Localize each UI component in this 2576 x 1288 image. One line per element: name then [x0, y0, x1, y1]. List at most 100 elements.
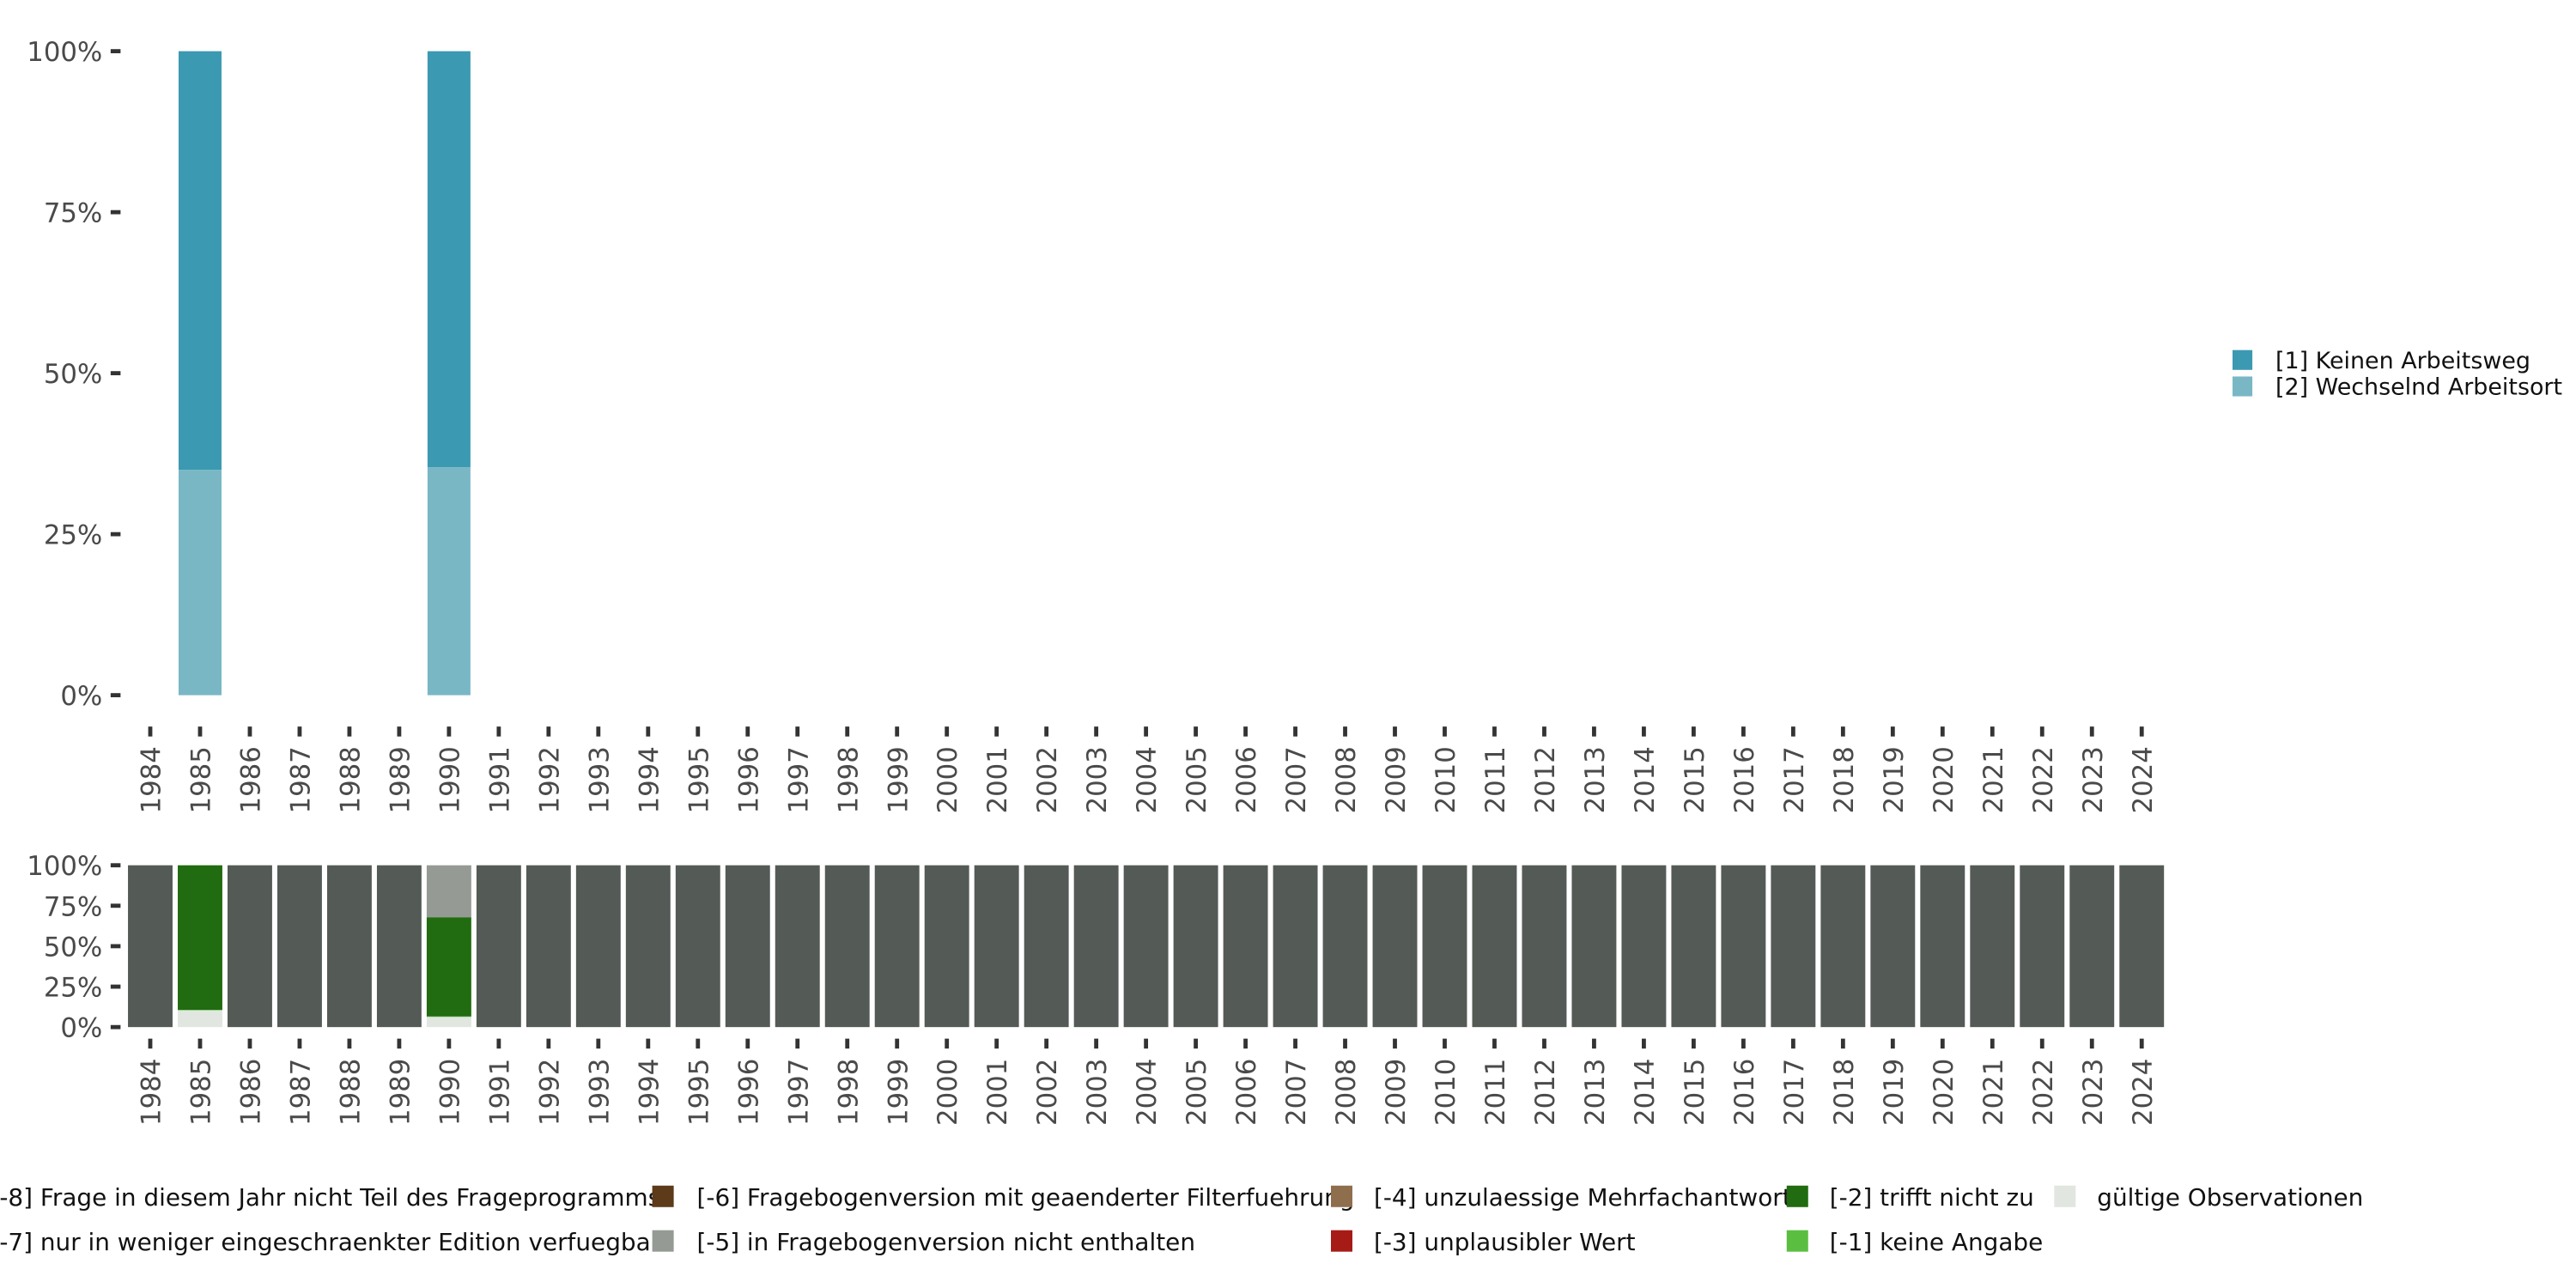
bar-segment-1986 — [228, 865, 272, 1028]
x-tick-label: 2006 — [1231, 1059, 1262, 1126]
bar-segment-2008 — [1322, 865, 1368, 1028]
x-tick-label: 1992 — [534, 746, 565, 813]
x-tick-label: 2023 — [2078, 746, 2109, 813]
y-tick-label: 0% — [60, 1013, 102, 1044]
bar-segment-1991 — [476, 865, 521, 1028]
bottom-chart: 0% 25% 50% 75% 100% 1984 1985 1986 1987 1988 1989 1… — [27, 851, 2165, 1126]
bar-segment-1996 — [725, 865, 770, 1028]
bar-segment-1993 — [575, 865, 621, 1028]
legend-label: [-8] Frage in diesem Jahr nicht Teil des… — [0, 1183, 660, 1212]
legend-label: [-5] in Fragebogenversion nicht enthalte… — [697, 1228, 1195, 1256]
x-tick-label: 1988 — [335, 746, 366, 813]
x-tick-label: 1986 — [236, 1059, 267, 1126]
x-tick-label: 1994 — [634, 746, 665, 813]
x-tick-label: 2016 — [1729, 1059, 1760, 1126]
x-tick-label: 2005 — [1182, 746, 1212, 813]
bar-segment-1990 — [426, 1016, 471, 1018]
x-tick-label: 1992 — [534, 1059, 565, 1126]
x-tick-label: 2023 — [2078, 1059, 2109, 1126]
legend-key — [1786, 1185, 1808, 1207]
legend-key — [652, 1185, 674, 1207]
x-tick-label: 2003 — [1082, 746, 1113, 813]
legend-label: [-3] unplausibler Wert — [1374, 1228, 1636, 1256]
bar-segment-1985 — [178, 1010, 222, 1028]
legend-label: [-1] keine Angabe — [1830, 1228, 2043, 1256]
bar-segment-1990 — [426, 1017, 471, 1028]
bar-segment-1990 — [426, 865, 471, 918]
x-tick-label: 2002 — [1032, 746, 1063, 813]
bar-segment-1997 — [775, 865, 820, 1028]
bar-segment-2022 — [2020, 865, 2065, 1028]
x-tick-label: 2018 — [1829, 1059, 1860, 1126]
bar-segment-1984 — [128, 865, 173, 1028]
x-tick-label: 1989 — [385, 746, 416, 813]
bottom-legend: [-8] Frage in diesem Jahr nicht Teil des… — [0, 1183, 2363, 1256]
x-tick-label: 2014 — [1630, 746, 1661, 813]
x-tick-label: 1984 — [137, 746, 167, 813]
x-tick-label: 1987 — [285, 1059, 316, 1126]
y-tick-label: 75% — [44, 198, 102, 229]
x-tick-label: 2013 — [1580, 746, 1611, 813]
bar-segment-2011 — [1472, 865, 1517, 1028]
x-tick-label: 2012 — [1530, 746, 1561, 813]
x-tick-label: 1994 — [634, 1059, 665, 1126]
bar-segment-2013 — [1571, 865, 1617, 1028]
bar-segment-2005 — [1173, 865, 1218, 1028]
x-tick-label: 1986 — [236, 746, 267, 813]
bar-segment-1985 — [178, 865, 222, 1010]
bar-segment-2015 — [1671, 865, 1716, 1028]
x-tick-label: 2015 — [1680, 1059, 1710, 1126]
bar-segment-1990 — [427, 467, 471, 696]
x-tick-label: 1998 — [833, 1059, 864, 1126]
bar-segment-1985 — [178, 51, 222, 471]
x-tick-label: 2008 — [1331, 746, 1362, 813]
x-tick-label: 2022 — [2028, 746, 2059, 813]
x-tick-label: 2006 — [1231, 746, 1262, 813]
x-tick-label: 2013 — [1580, 1059, 1611, 1126]
x-tick-label: 1995 — [683, 1059, 714, 1126]
bar-segment-1998 — [824, 865, 870, 1028]
bar-segment-1999 — [874, 865, 920, 1028]
y-tick-label: 0% — [60, 681, 102, 712]
x-tick-label: 1990 — [434, 746, 465, 813]
y-tick-label: 25% — [44, 520, 102, 551]
x-tick-label: 2005 — [1182, 1059, 1212, 1126]
x-tick-label: 1999 — [883, 746, 914, 813]
x-tick-label: 2004 — [1132, 1059, 1163, 1126]
x-tick-label: 1996 — [733, 1059, 764, 1126]
top-legend: [1] Keinen Arbeitsweg[2] Wechselnd Arbei… — [2233, 348, 2562, 401]
bar-segment-1985 — [178, 1009, 222, 1011]
bar-segment-2024 — [2119, 865, 2165, 1028]
x-tick-label: 2014 — [1630, 1059, 1661, 1126]
bar-segment-2020 — [1920, 865, 1965, 1028]
legend-label: [2] Wechselnd Arbeitsort — [2275, 374, 2562, 401]
x-tick-label: 2024 — [2128, 746, 2159, 813]
x-tick-label: 2017 — [1779, 746, 1810, 813]
bar-segment-2017 — [1771, 865, 1816, 1028]
legend-label: [-7] nur in weniger eingeschraenkter Edi… — [0, 1228, 661, 1256]
x-tick-label: 2003 — [1082, 1059, 1113, 1126]
x-tick-label: 1984 — [137, 1059, 167, 1126]
bar-segment-2009 — [1372, 865, 1418, 1028]
legend-key — [1331, 1185, 1352, 1207]
x-tick-label: 2019 — [1879, 746, 1910, 813]
x-tick-label: 1996 — [733, 746, 764, 813]
bar-segment-2000 — [924, 865, 969, 1028]
x-tick-label: 2002 — [1032, 1059, 1063, 1126]
x-tick-label: 2019 — [1879, 1059, 1910, 1126]
y-tick-label: 100% — [27, 851, 102, 882]
y-tick-label: 75% — [44, 891, 102, 922]
bar-segment-2019 — [1870, 865, 1916, 1028]
legend-label: [-6] Fragebogenversion mit geaenderter F… — [697, 1183, 1355, 1212]
x-tick-label: 2009 — [1381, 1059, 1412, 1126]
x-tick-label: 2021 — [1978, 746, 2009, 813]
x-tick-label: 2012 — [1530, 1059, 1561, 1126]
bar-segment-2014 — [1621, 865, 1667, 1028]
x-tick-label: 2001 — [982, 1059, 1013, 1126]
legend-label: gültige Observationen — [2097, 1183, 2363, 1212]
legend-key — [2054, 1185, 2076, 1207]
x-tick-label: 2020 — [1929, 746, 1959, 813]
bar-segment-1988 — [326, 865, 372, 1028]
legend-label: [-4] unzulaessige Mehrfachantwort — [1374, 1183, 1792, 1212]
